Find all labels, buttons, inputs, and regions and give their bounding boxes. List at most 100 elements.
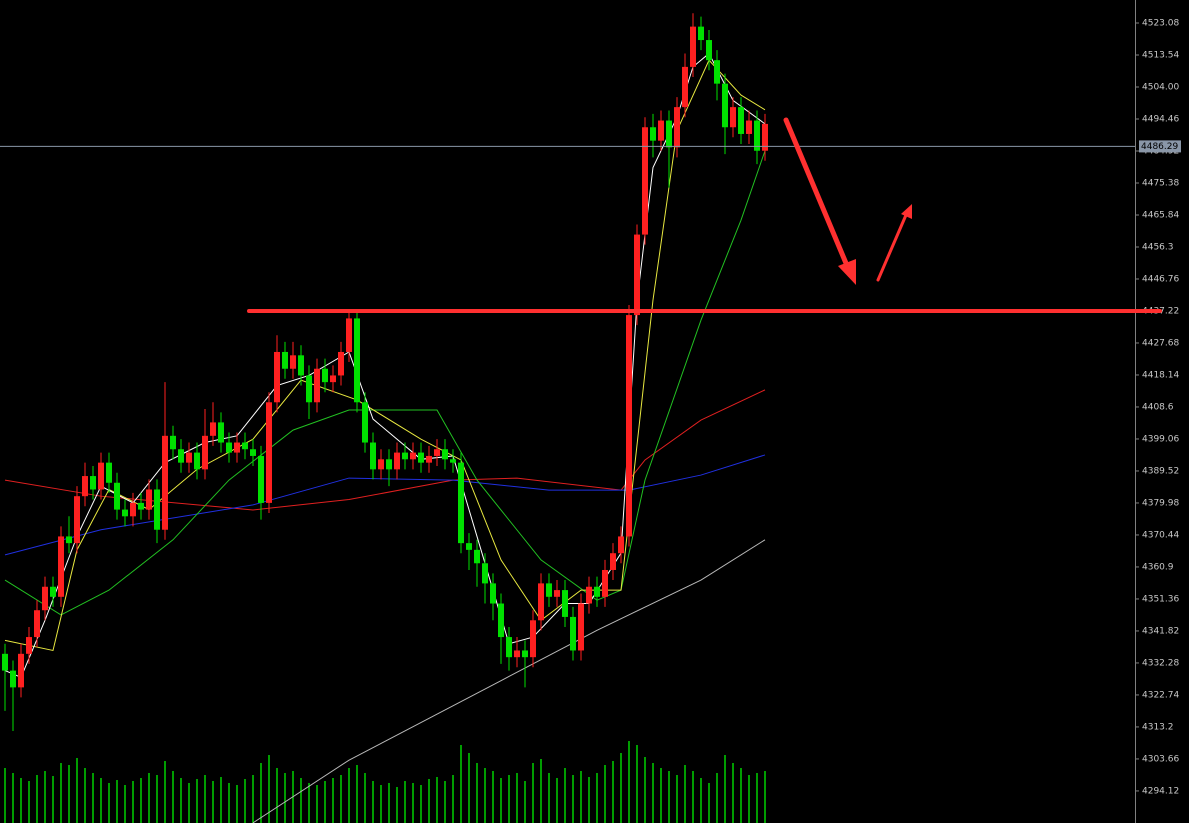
candle xyxy=(58,526,64,607)
candle-body xyxy=(490,583,496,604)
candle xyxy=(18,643,24,698)
candle xyxy=(170,425,176,460)
candle-body xyxy=(506,637,512,658)
overlays: 4486.29 xyxy=(0,140,1181,313)
candle xyxy=(258,445,264,520)
ma-line xyxy=(4,454,766,556)
candle xyxy=(346,311,352,363)
candle-body xyxy=(114,482,120,510)
candle-body xyxy=(674,107,680,148)
candle-body xyxy=(482,563,488,584)
candle xyxy=(234,432,240,463)
candle xyxy=(306,365,312,420)
candle-body xyxy=(282,351,288,369)
y-tick-label: 4351.36 xyxy=(1142,594,1179,604)
candle-body xyxy=(618,536,624,554)
candle-body xyxy=(554,590,560,597)
candle xyxy=(674,97,680,158)
candle xyxy=(586,576,592,614)
candle xyxy=(714,50,720,101)
candle-body xyxy=(154,489,160,530)
candle-body xyxy=(642,127,648,235)
candle xyxy=(322,358,328,393)
candle-body xyxy=(546,583,552,597)
candle-body xyxy=(610,553,616,570)
y-tick-label: 4475.38 xyxy=(1142,178,1179,188)
candle-body xyxy=(690,26,696,67)
arrow-up xyxy=(876,213,908,282)
candle xyxy=(66,516,72,554)
candle xyxy=(426,445,432,473)
candle-body xyxy=(322,368,328,383)
candle xyxy=(562,580,568,627)
candle-body xyxy=(434,449,440,456)
candle-body xyxy=(634,234,640,316)
candle xyxy=(570,606,576,661)
candle xyxy=(506,626,512,671)
candle xyxy=(330,365,336,393)
y-tick-label: 4408.6 xyxy=(1142,402,1174,412)
volume-layer xyxy=(4,741,766,823)
candle xyxy=(242,432,248,460)
candle-body xyxy=(442,449,448,460)
candle xyxy=(466,533,472,570)
candle-body xyxy=(562,590,568,617)
candle-body xyxy=(74,496,80,544)
candle xyxy=(546,573,552,607)
candle-body xyxy=(98,462,104,490)
y-tick-label: 4379.98 xyxy=(1142,498,1179,508)
candle-body xyxy=(90,476,96,490)
candle-body xyxy=(218,422,224,443)
candle xyxy=(90,466,96,500)
y-tick-label: 4370.44 xyxy=(1142,530,1179,540)
candle-body xyxy=(186,452,192,463)
arrow-down xyxy=(783,117,851,271)
candle xyxy=(682,53,688,118)
candle xyxy=(554,580,560,607)
candle xyxy=(634,224,640,326)
candle xyxy=(282,341,288,379)
candle xyxy=(122,499,128,527)
candle xyxy=(698,16,704,51)
candle xyxy=(186,442,192,473)
candle-body xyxy=(394,452,400,470)
candle-body xyxy=(170,435,176,450)
candle-body xyxy=(722,83,728,128)
y-tick-label: 4313.2 xyxy=(1142,722,1174,732)
ma-line xyxy=(4,150,766,616)
candle-body xyxy=(2,653,8,671)
y-tick-label: 4513.54 xyxy=(1142,51,1179,61)
candle xyxy=(458,452,464,554)
y-tick-label: 4446.76 xyxy=(1142,274,1179,284)
candle-body xyxy=(274,351,280,403)
candle xyxy=(738,97,744,145)
candle-body xyxy=(354,318,360,403)
candle-body xyxy=(178,449,184,463)
y-tick-label: 4303.66 xyxy=(1142,754,1179,764)
candle xyxy=(690,13,696,77)
candle-body xyxy=(650,127,656,141)
y-tick-label: 4322.74 xyxy=(1142,690,1179,700)
candle-body xyxy=(10,670,16,688)
candle-body xyxy=(34,610,40,638)
annotation-arrows xyxy=(783,117,912,285)
candle-body xyxy=(626,315,632,537)
y-tick-label: 4332.28 xyxy=(1142,658,1179,668)
candle xyxy=(578,593,584,661)
candle-body xyxy=(706,40,712,61)
candle-body xyxy=(242,442,248,450)
candle-body xyxy=(594,586,600,597)
candle-body xyxy=(58,536,64,597)
candle xyxy=(386,449,392,487)
candle-body xyxy=(50,586,56,597)
candle xyxy=(114,472,120,520)
candle-body xyxy=(714,60,720,84)
candle xyxy=(226,432,232,463)
candle-body xyxy=(698,26,704,41)
candle-body xyxy=(266,402,272,503)
candle-body xyxy=(602,569,608,597)
y-tick-label: 4427.68 xyxy=(1142,338,1179,348)
candle-body xyxy=(450,459,456,463)
